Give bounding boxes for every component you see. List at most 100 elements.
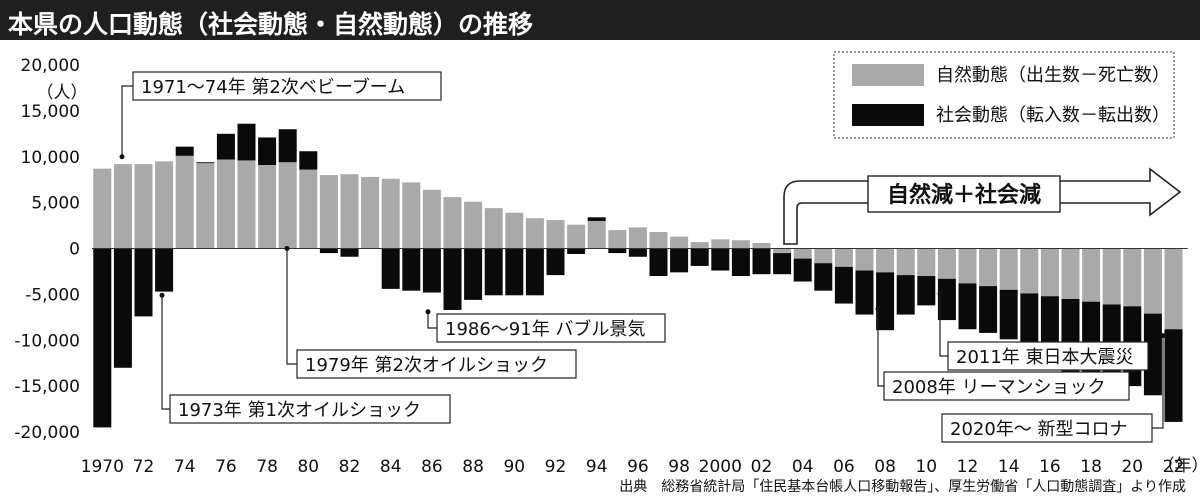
- natural-bar-2009: [896, 248, 915, 276]
- natural-bar-2008: [876, 248, 895, 273]
- legend-swatch-social: [852, 104, 924, 126]
- social-bar-2010: [917, 276, 936, 306]
- annotation-box: [132, 71, 442, 101]
- natural-bar-2000: [711, 239, 730, 249]
- x-tick-label: 2000: [699, 457, 742, 477]
- natural-bar-1980: [299, 169, 318, 249]
- natural-bar-2003: [773, 248, 792, 254]
- natural-bar-2005: [814, 248, 833, 264]
- natural-bar-1974: [175, 155, 194, 249]
- x-tick-label: 82: [339, 457, 361, 477]
- social-bar-1994: [587, 217, 606, 221]
- social-bar-1984: [381, 248, 400, 289]
- annotation-leader-line: [121, 85, 133, 157]
- social-bar-2014: [999, 289, 1018, 340]
- x-tick-label: 88: [462, 457, 484, 477]
- social-bar-2003: [773, 253, 792, 275]
- annotation-dot: [425, 309, 431, 315]
- social-bar-2004: [793, 258, 812, 282]
- natural-bar-2020: [1123, 248, 1142, 307]
- social-bar-1975: [196, 162, 215, 164]
- natural-bar-2013: [979, 248, 998, 287]
- natural-bar-1979: [278, 162, 297, 249]
- natural-bar-1991: [525, 218, 544, 249]
- annotation-dot: [875, 306, 881, 312]
- natural-bar-2021: [1143, 248, 1162, 314]
- natural-bar-1985: [402, 182, 421, 249]
- social-bar-1990: [505, 248, 524, 296]
- headline-arrow: 自然減＋社会減: [783, 167, 1182, 245]
- annotation-leader-line: [161, 295, 170, 410]
- x-tick-label: 22: [1163, 457, 1185, 477]
- natural-bar-2010: [917, 248, 936, 277]
- social-bar-2022: [1164, 329, 1183, 422]
- natural-bar-1973: [155, 161, 174, 249]
- y-axis: 20,000 15,000 10,000 5,000 0 -5,000 -10,000 -15…: [14, 56, 87, 443]
- social-bar-1970: [93, 248, 112, 428]
- natural-bar-1970: [93, 168, 112, 249]
- x-tick-label: 12: [957, 457, 979, 477]
- social-bar-1981: [319, 248, 338, 254]
- natural-bar-2016: [1040, 248, 1059, 297]
- annotation-box: [296, 349, 577, 379]
- social-bar-1980: [299, 151, 318, 170]
- y-tick-label: 20,000: [21, 56, 80, 76]
- social-bar-2001: [731, 248, 750, 277]
- x-tick-label: 74: [174, 457, 196, 477]
- social-bar-1989: [484, 248, 503, 296]
- annotation-box: [947, 341, 1149, 371]
- x-tick-label: 94: [586, 457, 608, 477]
- natural-bar-1995: [608, 230, 627, 249]
- y-tick-label: -10,000: [14, 331, 80, 351]
- natural-bar-1977: [237, 160, 256, 249]
- social-bar-1996: [628, 248, 647, 257]
- annotation-box: [169, 394, 451, 424]
- natural-bar-2002: [752, 242, 771, 249]
- annotations: 1971〜74年 第2次ベビーブーム 1973年 第1次オイルショック 1979年 …: [119, 71, 1166, 443]
- annotation-dot: [1160, 333, 1166, 339]
- natural-bar-1994: [587, 220, 606, 249]
- social-bar-1977: [237, 123, 256, 161]
- social-bar-2021: [1143, 313, 1162, 396]
- annotation-leader-line: [1152, 335, 1164, 429]
- social-bar-1998: [670, 248, 689, 273]
- social-bar-1971: [113, 248, 132, 368]
- social-bar-2013: [979, 286, 998, 333]
- x-tick-label: 86: [421, 457, 443, 477]
- x-tick-label: 90: [503, 457, 525, 477]
- x-tick-label: 04: [792, 457, 814, 477]
- natural-bar-1990: [505, 212, 524, 249]
- x-tick-label: 20: [1121, 457, 1143, 477]
- annotation-label: 1979年 第2次オイルショック: [305, 355, 548, 376]
- natural-bar-1975: [196, 163, 215, 249]
- social-bar-2011: [937, 278, 956, 321]
- annotation-box: [941, 413, 1153, 443]
- natural-bar-1986: [422, 189, 441, 249]
- y-tick-label: 5,000: [31, 194, 80, 214]
- natural-bar-1976: [216, 159, 235, 249]
- x-tick-label: 80: [297, 457, 319, 477]
- social-bar-2012: [958, 283, 977, 330]
- social-bar-2008: [876, 272, 895, 331]
- social-bar-1987: [443, 248, 462, 310]
- natural-bar-2015: [1020, 248, 1039, 294]
- legend-swatch-natural: [852, 64, 924, 86]
- natural-bar-2001: [731, 240, 750, 249]
- annotation-box: [436, 313, 666, 343]
- natural-bar-2022: [1164, 248, 1183, 330]
- x-tick-label: 16: [1039, 457, 1061, 477]
- social-bar-1995: [608, 248, 627, 254]
- natural-bar-1988: [464, 201, 483, 249]
- social-bar-1992: [546, 248, 565, 276]
- natural-bar-1981: [319, 175, 338, 249]
- title-bar: 本県の人口動態（社会動態・自然動態）の推移: [0, 0, 1200, 40]
- x-tick-label: 1970: [81, 457, 124, 477]
- social-bar-1973: [155, 248, 174, 292]
- natural-bar-2006: [834, 248, 853, 267]
- social-bar-1982: [340, 248, 359, 257]
- x-axis: 1970 72 74 76 78 80 82 84 86 88 90 92 94 96 98 2000 02 04…: [81, 456, 1200, 477]
- annotation-box: [883, 371, 1130, 401]
- y-tick-label: -5,000: [25, 285, 80, 305]
- natural-bar-2018: [1082, 248, 1101, 302]
